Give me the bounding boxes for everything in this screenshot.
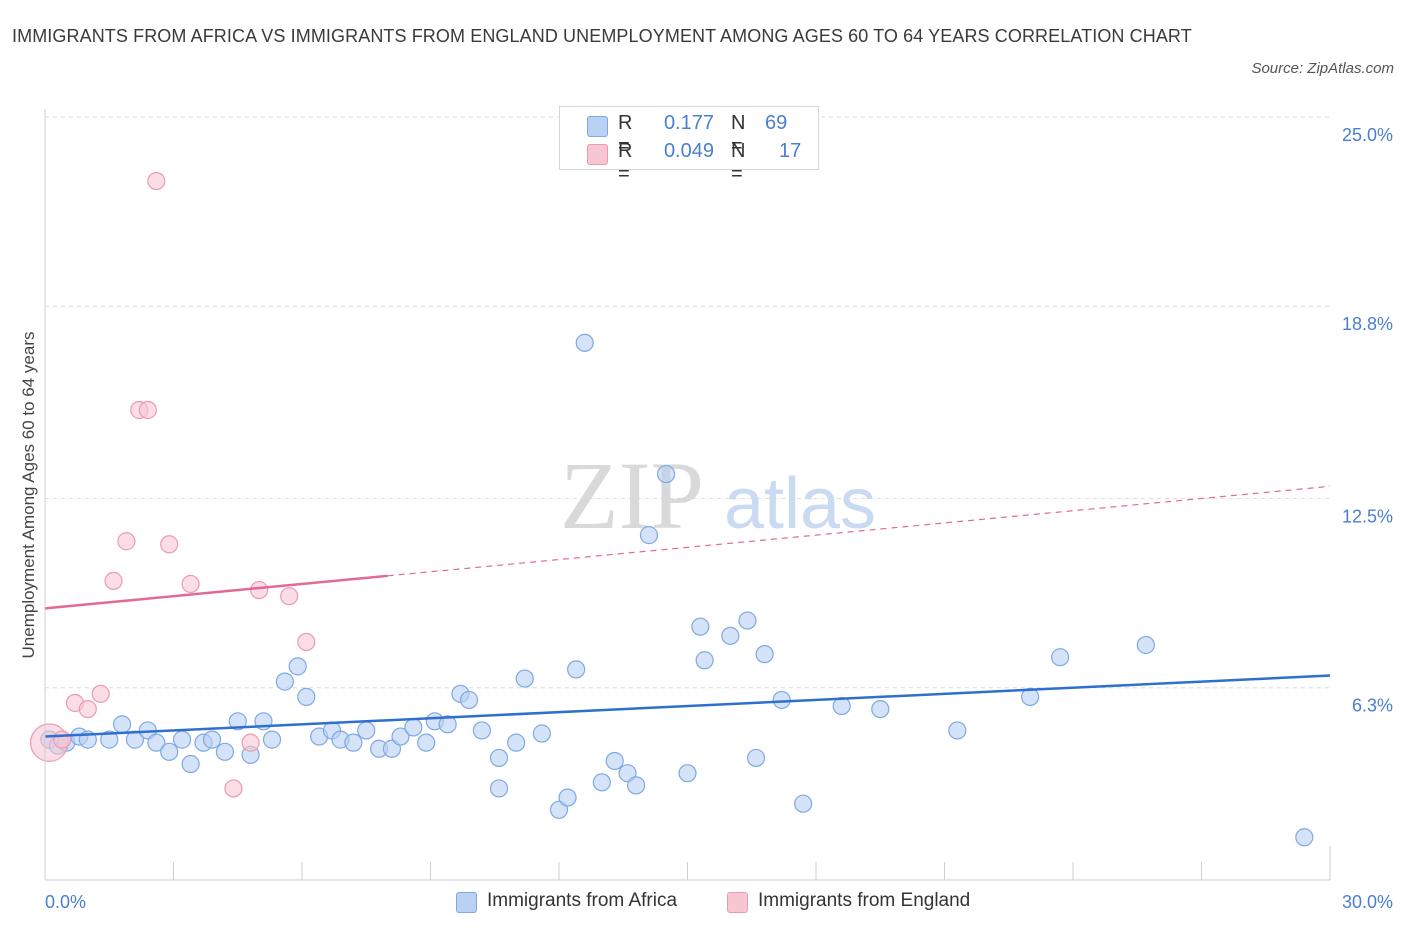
data-point-africa <box>948 721 967 740</box>
data-point-africa <box>489 779 509 798</box>
legend-swatch-africa <box>587 116 608 137</box>
data-point-africa <box>288 657 307 676</box>
legend-label-england: Immigrants from England <box>758 890 971 911</box>
data-point-africa <box>558 788 577 807</box>
data-point-england <box>224 779 243 798</box>
legend-swatch-england <box>727 892 748 913</box>
data-point-africa <box>1051 648 1070 667</box>
legend-n-label: N = <box>731 112 746 157</box>
data-point-africa <box>344 733 363 752</box>
data-point-africa <box>459 690 479 710</box>
watermark: ZIP atlas <box>560 442 876 549</box>
trend-line-extension-england <box>387 485 1331 577</box>
data-point-england <box>297 632 316 652</box>
y-tick-label: 25.0% <box>1342 125 1393 145</box>
data-point-africa <box>202 730 222 749</box>
data-point-england <box>250 580 269 600</box>
data-point-africa <box>738 611 757 630</box>
data-point-africa <box>567 660 586 679</box>
legend-r-value: 0.177 <box>663 112 714 134</box>
chart-title: IMMIGRANTS FROM AFRICA VS IMMIGRANTS FRO… <box>12 26 1192 46</box>
x-tick-label: 0.0% <box>45 892 86 912</box>
y-axis-label: Unemployment Among Ages 60 to 64 years <box>19 332 38 659</box>
data-point-england <box>78 699 97 719</box>
data-point-africa <box>575 333 594 352</box>
data-point-england <box>104 571 123 591</box>
data-point-africa <box>404 718 423 737</box>
data-point-africa <box>691 617 710 636</box>
data-point-africa <box>721 626 740 645</box>
data-point-africa <box>639 526 659 545</box>
data-point-africa <box>275 672 294 691</box>
legend-label-africa: Immigrants from Africa <box>487 890 678 911</box>
data-point-africa <box>262 730 282 749</box>
data-point-africa <box>592 773 611 792</box>
data-point-africa <box>507 733 526 752</box>
legend-n-value: 69 <box>765 112 788 134</box>
data-point-africa <box>656 464 676 484</box>
y-tick-label: 18.8% <box>1342 314 1393 334</box>
data-point-england <box>280 587 299 606</box>
grid-layer <box>45 116 1330 689</box>
data-point-africa <box>417 733 436 752</box>
trend-layer <box>44 485 1331 738</box>
data-point-england <box>91 684 110 703</box>
data-point-africa <box>100 730 119 749</box>
data-point-africa <box>515 669 534 688</box>
data-point-africa <box>605 751 624 771</box>
data-point-england <box>181 574 200 594</box>
trend-line-england <box>44 574 388 610</box>
data-point-africa <box>172 730 192 749</box>
data-point-africa <box>181 754 200 774</box>
data-point-africa <box>695 651 714 670</box>
watermark-zip: ZIP <box>560 442 704 549</box>
data-point-africa <box>147 733 166 752</box>
data-point-england <box>53 730 72 749</box>
legend-n-label: N = <box>731 140 746 185</box>
trend-line-africa <box>44 674 1331 738</box>
data-point-africa <box>794 794 813 813</box>
y-tick-label: 12.5% <box>1342 507 1393 527</box>
data-point-africa <box>626 776 646 795</box>
data-point-africa <box>297 687 316 706</box>
x-tick-label: 30.0% <box>1342 892 1393 912</box>
data-point-africa <box>438 715 457 734</box>
data-point-africa <box>1295 828 1314 847</box>
data-point-africa <box>489 748 509 768</box>
data-point-africa <box>755 645 774 664</box>
legend-n-value: 17 <box>779 140 802 162</box>
data-point-africa <box>678 764 697 783</box>
data-point-africa <box>472 721 491 740</box>
legend-r-value: 0.049 <box>663 140 714 162</box>
data-point-africa <box>532 724 551 743</box>
legend-swatch-africa <box>456 892 477 913</box>
data-point-england <box>241 733 260 752</box>
data-point-africa <box>391 727 410 746</box>
legend-r-label: R = <box>618 140 633 185</box>
data-point-africa <box>215 742 234 761</box>
data-point-england <box>147 171 166 191</box>
data-point-africa <box>1021 687 1040 706</box>
data-point-england <box>160 535 179 554</box>
source-label: Source: ZipAtlas.com <box>1251 60 1394 77</box>
legend-swatch-england <box>587 144 608 165</box>
points-layer <box>29 171 1314 847</box>
y-tick-label: 6.3% <box>1352 696 1393 716</box>
axis-layer: 6.3% 12.5% 18.8% 25.0% 0.0% 30.0% <box>44 109 1393 912</box>
data-point-africa <box>160 742 179 761</box>
data-point-africa <box>746 748 766 768</box>
legend-r-label: R = <box>618 112 633 157</box>
data-point-africa <box>228 712 247 731</box>
correlation-legend: R = 0.177 N = 69 R = 0.049 N = 17 <box>559 106 819 185</box>
series-legend: Immigrants from Africa Immigrants from E… <box>0 890 1406 916</box>
data-point-africa <box>112 715 132 734</box>
data-point-africa <box>772 690 791 710</box>
data-point-england <box>117 532 136 551</box>
data-point-africa <box>871 699 890 719</box>
data-point-africa <box>357 721 376 740</box>
watermark-atlas: atlas <box>724 464 876 544</box>
data-point-england <box>138 400 157 420</box>
data-point-africa <box>1136 635 1155 655</box>
